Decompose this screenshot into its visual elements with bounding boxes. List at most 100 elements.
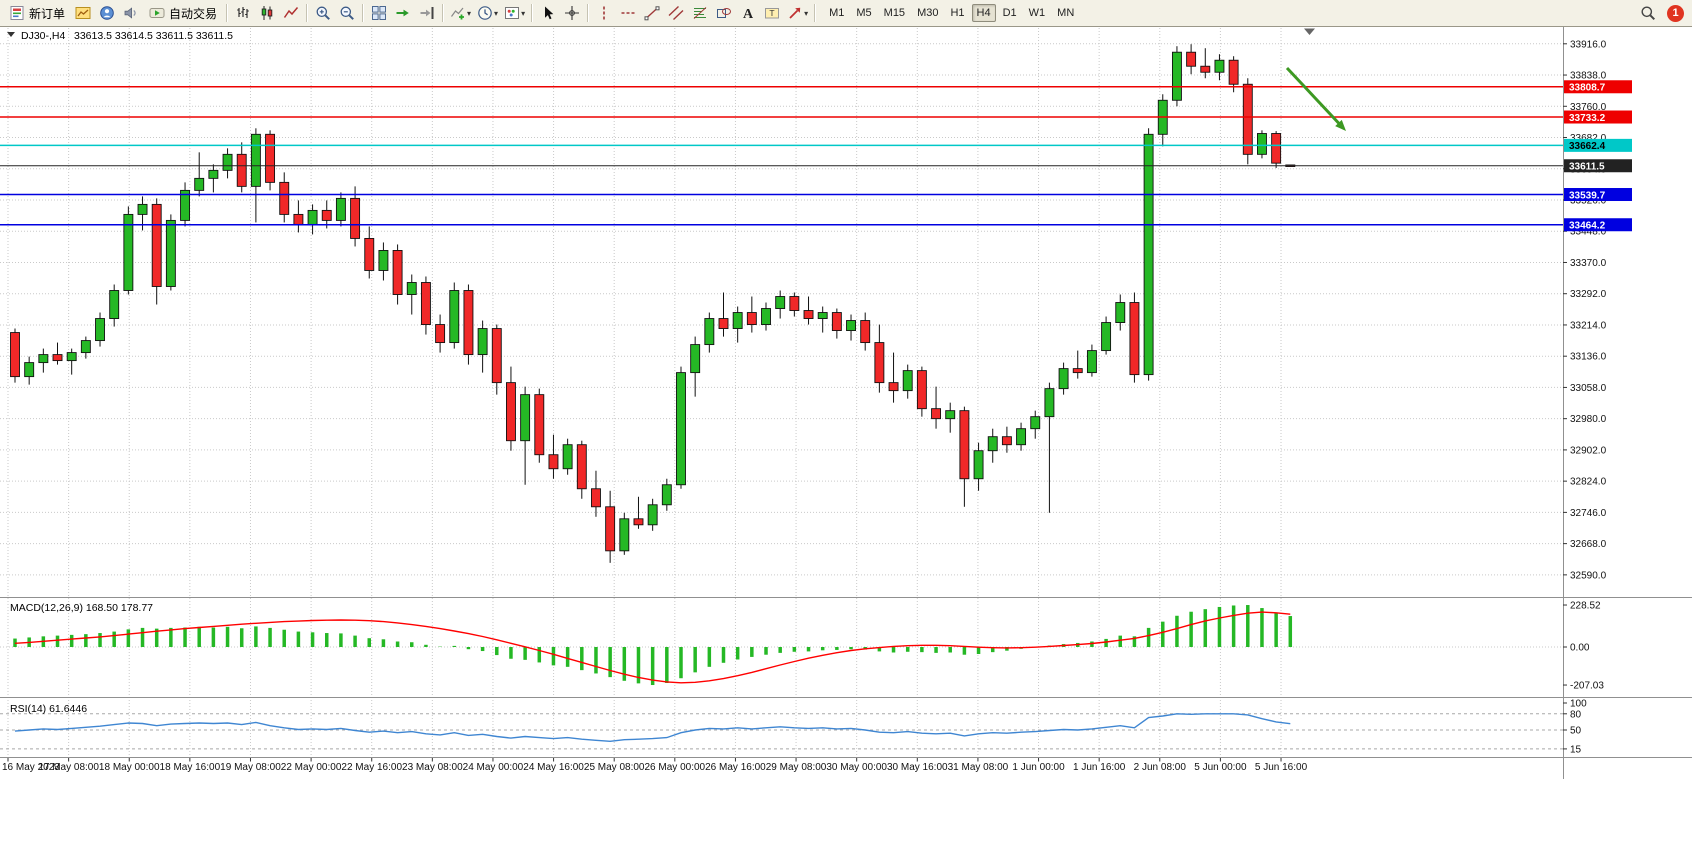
candlestick-chart-button[interactable] <box>255 2 279 24</box>
tile-windows-button[interactable] <box>367 2 391 24</box>
zoom-out-button[interactable] <box>335 2 359 24</box>
notification-badge[interactable]: 1 <box>1667 4 1684 22</box>
candle-body <box>775 296 786 309</box>
fibonacci-button[interactable] <box>688 2 712 24</box>
chart-shift-button[interactable] <box>415 2 439 24</box>
alerts-button[interactable] <box>119 2 143 24</box>
new-order-button-label: 新订单 <box>29 6 66 21</box>
zoom-in-button[interactable] <box>311 2 335 24</box>
main-toolbar: 新订单 自动交易 ▾ ▾ ▾ A T ▾ M1 M5 M15 M30 H1 H4 D1 W1 MN 1 <box>0 0 1692 27</box>
candle-body <box>761 308 771 326</box>
candle-body <box>180 189 190 221</box>
timeframe-button-m30[interactable]: M30 <box>912 4 943 22</box>
time-axis-label: 5 Jun 00:00 <box>1194 762 1247 773</box>
candle-body <box>860 320 871 344</box>
time-axis-label: 5 Jun 16:00 <box>1255 762 1308 773</box>
candle-body <box>24 362 35 378</box>
text-button[interactable]: A <box>736 2 760 24</box>
horizontal-line-button[interactable] <box>616 2 640 24</box>
price-tick-label: 32590.0 <box>1570 570 1607 581</box>
candle-body <box>378 250 389 271</box>
price-level-tag <box>1564 218 1632 232</box>
candle-body <box>817 312 828 319</box>
candle-body <box>463 290 474 356</box>
crosshair-button[interactable] <box>560 2 584 24</box>
periods-button[interactable]: ▾ <box>474 2 501 24</box>
channel-icon <box>668 5 684 21</box>
bar-chart-button[interactable] <box>231 2 255 24</box>
profiles-button[interactable] <box>95 2 119 24</box>
candle-body <box>1214 59 1225 73</box>
tile-windows-icon <box>372 6 386 20</box>
vertical-line-button[interactable] <box>592 2 616 24</box>
cursor-button[interactable] <box>536 2 560 24</box>
candle-body <box>449 290 460 344</box>
timeframe-button-mn[interactable]: MN <box>1052 4 1079 22</box>
candle-body <box>392 250 403 295</box>
rsi-scale-label: 15 <box>1570 744 1582 755</box>
new-order-button[interactable]: 新订单 <box>3 2 71 24</box>
line-chart-button[interactable] <box>279 2 303 24</box>
annotations[interactable] <box>1285 66 1346 131</box>
candle-body <box>420 282 431 326</box>
candle-body <box>335 197 346 221</box>
templates-icon <box>505 7 520 19</box>
candle-body <box>279 181 290 215</box>
shapes-icon <box>717 8 732 18</box>
channel-button[interactable] <box>664 2 688 24</box>
price-level-lines[interactable]: 33808.7 33733.2 33662.4 33611.5 33539.7 33464… <box>0 80 1632 232</box>
indicators-button[interactable]: ▾ <box>447 2 474 24</box>
price-tick-label: 33682.0 <box>1570 133 1607 144</box>
chart-window[interactable]: 33916.033838.033760.033682.033604.033526… <box>0 27 1692 841</box>
price-tick-label: 32668.0 <box>1570 539 1607 550</box>
candle-body <box>562 444 573 470</box>
timeframe-button-m5[interactable]: M5 <box>851 4 876 22</box>
candle-body <box>477 328 488 356</box>
candle-body <box>945 410 956 420</box>
candle-body <box>95 318 105 342</box>
candle-body <box>1086 350 1097 374</box>
horizontal-line-icon <box>621 12 635 14</box>
trend-arrow-annotation[interactable] <box>1285 66 1341 125</box>
rsi-indicator-label: RSI(14) 61.6446 <box>10 703 87 715</box>
price-tick-label: 33838.0 <box>1570 71 1607 82</box>
candle-body <box>888 382 899 392</box>
auto-scroll-button[interactable] <box>391 2 415 24</box>
time-axis-label: 18 May 16:00 <box>160 762 221 773</box>
search-button[interactable] <box>1636 2 1660 24</box>
candle-body <box>1030 416 1041 430</box>
timeframe-button-d1[interactable]: D1 <box>998 4 1022 22</box>
trendline-button[interactable] <box>640 2 664 24</box>
timeframe-button-m1[interactable]: M1 <box>824 4 849 22</box>
profiles-icon <box>100 6 114 20</box>
candle-body <box>874 342 885 384</box>
candle-body <box>987 436 998 452</box>
timeframe-button-h4[interactable]: H4 <box>971 4 996 22</box>
chart-end-marker-icon <box>1304 28 1315 35</box>
time-axis-label: 16 May 2023 <box>2 762 60 773</box>
candle-body <box>208 169 219 179</box>
shapes-button[interactable] <box>712 2 736 24</box>
one-click-panel-toggle[interactable] <box>7 32 15 37</box>
price-tick-label: 32824.0 <box>1570 477 1607 488</box>
candle-body <box>718 318 729 330</box>
chevron-down-icon: ▾ <box>804 8 809 18</box>
timeframe-button-h1[interactable]: H1 <box>945 4 969 22</box>
arrows-button[interactable]: ▾ <box>784 2 811 24</box>
candle-body <box>534 394 545 456</box>
timeframe-button-w1[interactable]: W1 <box>1024 4 1051 22</box>
templates-button[interactable]: ▾ <box>501 2 528 24</box>
timeframe-button-m15[interactable]: M15 <box>879 4 910 22</box>
text-label-button[interactable]: T <box>760 2 784 24</box>
candle-body <box>916 370 927 410</box>
charts-button[interactable] <box>71 2 95 24</box>
autotrading-button[interactable]: 自动交易 <box>143 2 223 24</box>
candlestick-series <box>10 44 1296 563</box>
candle-body <box>151 203 162 287</box>
candle-body <box>250 133 261 187</box>
candle-body <box>265 133 276 183</box>
rsi-scale-label: 100 <box>1570 699 1587 710</box>
time-axis-label: 23 May 08:00 <box>402 762 463 773</box>
candle-body <box>902 370 913 392</box>
candle-body <box>222 153 233 171</box>
